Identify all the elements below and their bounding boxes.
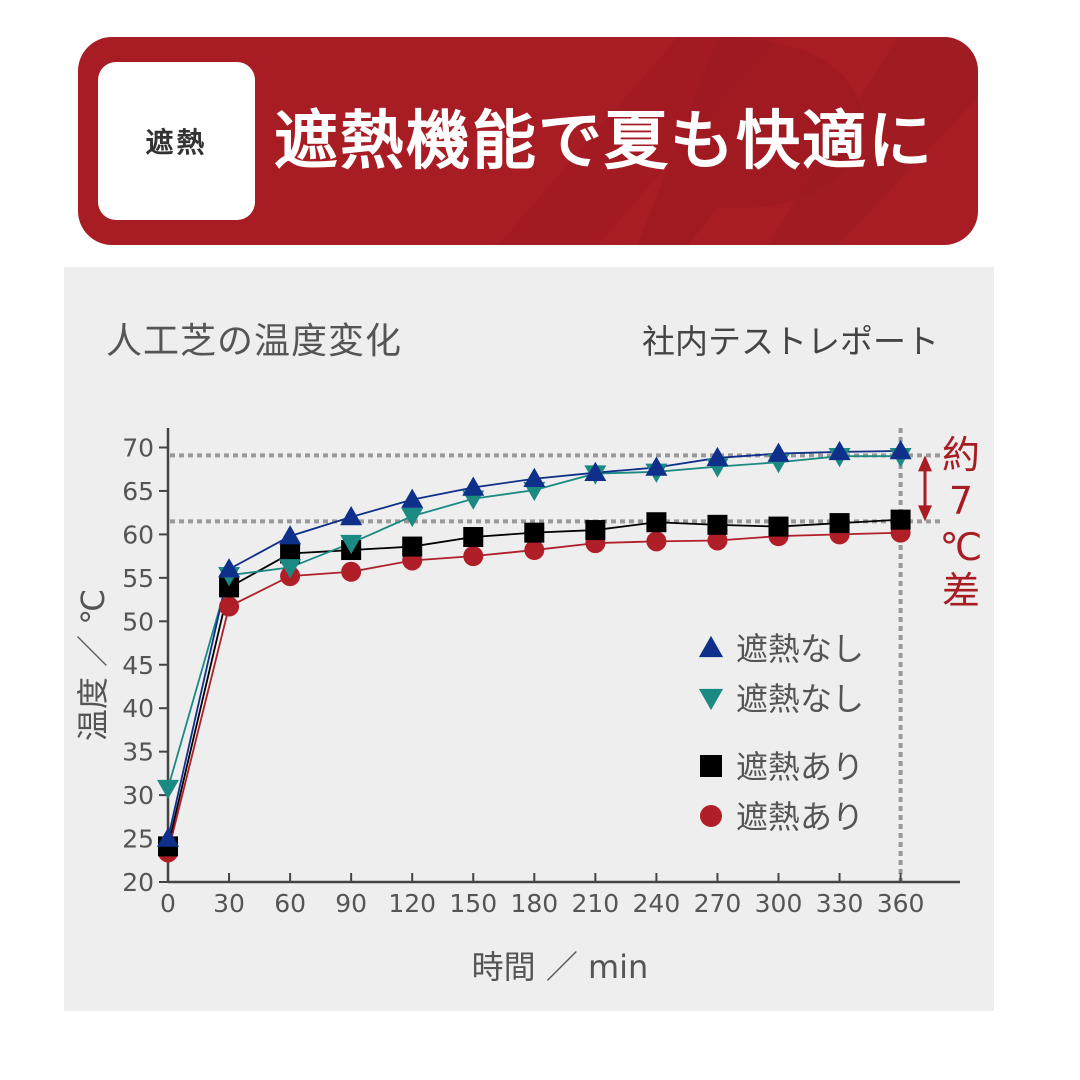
legend-item: 遮熱なし	[698, 630, 864, 668]
y-axis-title: 温度 ／ ℃	[74, 589, 112, 741]
x-tick-label: 240	[633, 889, 681, 918]
x-tick-label: 150	[449, 889, 497, 918]
x-tick-label: 330	[816, 889, 864, 918]
triangle-up-marker	[157, 827, 179, 847]
triangle-up-marker	[462, 476, 485, 496]
square-marker	[402, 536, 423, 557]
circle-marker	[524, 540, 545, 561]
square-marker	[219, 577, 240, 598]
chart-title: 人工芝の温度変化	[106, 321, 403, 362]
legend-item: 遮熱あり	[700, 798, 864, 836]
legend-item: 遮熱あり	[700, 748, 864, 786]
triangle-up-marker	[523, 467, 546, 488]
x-tick-label: 210	[571, 889, 619, 918]
triangle-up-marker	[706, 446, 729, 467]
arrow-head-down-icon	[918, 505, 932, 522]
x-tick-label: 180	[510, 889, 558, 918]
square-marker	[585, 520, 606, 541]
chart-source: 社内テストレポート	[642, 322, 939, 361]
square-marker	[524, 522, 545, 543]
triangle-up-marker	[767, 442, 790, 462]
y-tick-label: 20	[122, 868, 154, 897]
x-tick-label: 360	[877, 889, 925, 918]
annotation-text: 約	[942, 433, 980, 477]
y-tick-label: 55	[122, 564, 154, 593]
square-marker	[280, 543, 301, 564]
legend-label: 遮熱あり	[736, 798, 864, 836]
triangle-up-marker	[279, 525, 302, 545]
x-tick-label: 270	[694, 889, 742, 918]
arrow-head-up-icon	[918, 455, 932, 472]
triangle-down-marker	[698, 688, 724, 711]
circle-marker	[646, 531, 667, 552]
circle-marker	[341, 561, 362, 582]
series-line	[167, 455, 901, 789]
category-badge: 遮熱	[98, 62, 255, 220]
y-tick-label: 30	[122, 781, 154, 810]
difference-annotation: 約7℃差	[918, 433, 982, 613]
triangle-down-marker	[279, 559, 302, 579]
reference-lines	[170, 428, 940, 882]
headline: 遮熱機能で夏も快適に	[274, 105, 934, 179]
chart-axes: 20 25 30 35 40 45 50 55 60 65 70 0 30 60 90 120 150 180 21…	[122, 428, 960, 918]
triangle-up-marker	[584, 461, 607, 481]
circle-marker	[463, 546, 484, 567]
legend-item: 遮熱なし	[698, 680, 864, 718]
legend-label: 遮熱あり	[736, 748, 864, 786]
triangle-up-marker	[828, 440, 851, 461]
banner-watermark	[498, 37, 978, 245]
legend-label: 遮熱なし	[736, 680, 864, 718]
legend-label: 遮熱なし	[736, 630, 864, 668]
square-marker	[890, 509, 911, 530]
x-tick-label: 120	[388, 889, 436, 918]
y-tick-label: 65	[122, 477, 154, 506]
square-marker	[707, 514, 728, 535]
annotation-text: 7	[949, 479, 973, 523]
triangle-down-marker	[157, 779, 179, 800]
annotation-text: 差	[942, 569, 980, 613]
y-tick-label: 35	[122, 738, 154, 767]
y-tick-label: 45	[122, 651, 154, 680]
circle-marker	[700, 805, 722, 827]
circle-marker	[219, 596, 240, 617]
x-tick-label: 300	[755, 889, 803, 918]
square-marker	[768, 516, 789, 537]
x-tick-label: 90	[335, 889, 367, 918]
circle-marker	[707, 530, 728, 551]
x-tick-label: 60	[274, 889, 306, 918]
square-marker	[829, 513, 850, 534]
header-banner: 遮熱 遮熱機能で夏も快適に	[78, 37, 978, 245]
triangle-up-marker	[889, 439, 912, 460]
triangle-up-marker	[698, 635, 724, 658]
annotation-text: ℃	[940, 525, 983, 569]
triangle-down-marker	[401, 507, 424, 528]
chart-panel	[64, 267, 994, 1011]
triangle-up-marker	[340, 506, 363, 526]
y-tick-label: 60	[122, 520, 154, 549]
y-tick-label: 50	[122, 607, 154, 636]
triangle-down-marker	[340, 534, 363, 555]
y-tick-label: 25	[122, 825, 154, 854]
y-tick-label: 70	[122, 434, 154, 463]
x-axis-title: 時間 ／ min	[472, 948, 649, 986]
square-marker	[700, 755, 722, 777]
square-marker	[646, 512, 667, 533]
x-tick-label: 30	[213, 889, 245, 918]
chart-series	[157, 439, 912, 863]
triangle-up-marker	[218, 558, 241, 578]
x-tick-label: 0	[160, 889, 176, 918]
triangle-up-marker	[401, 488, 424, 508]
square-marker	[463, 527, 484, 548]
triangle-up-marker	[645, 456, 668, 476]
y-tick-label: 40	[122, 694, 154, 723]
